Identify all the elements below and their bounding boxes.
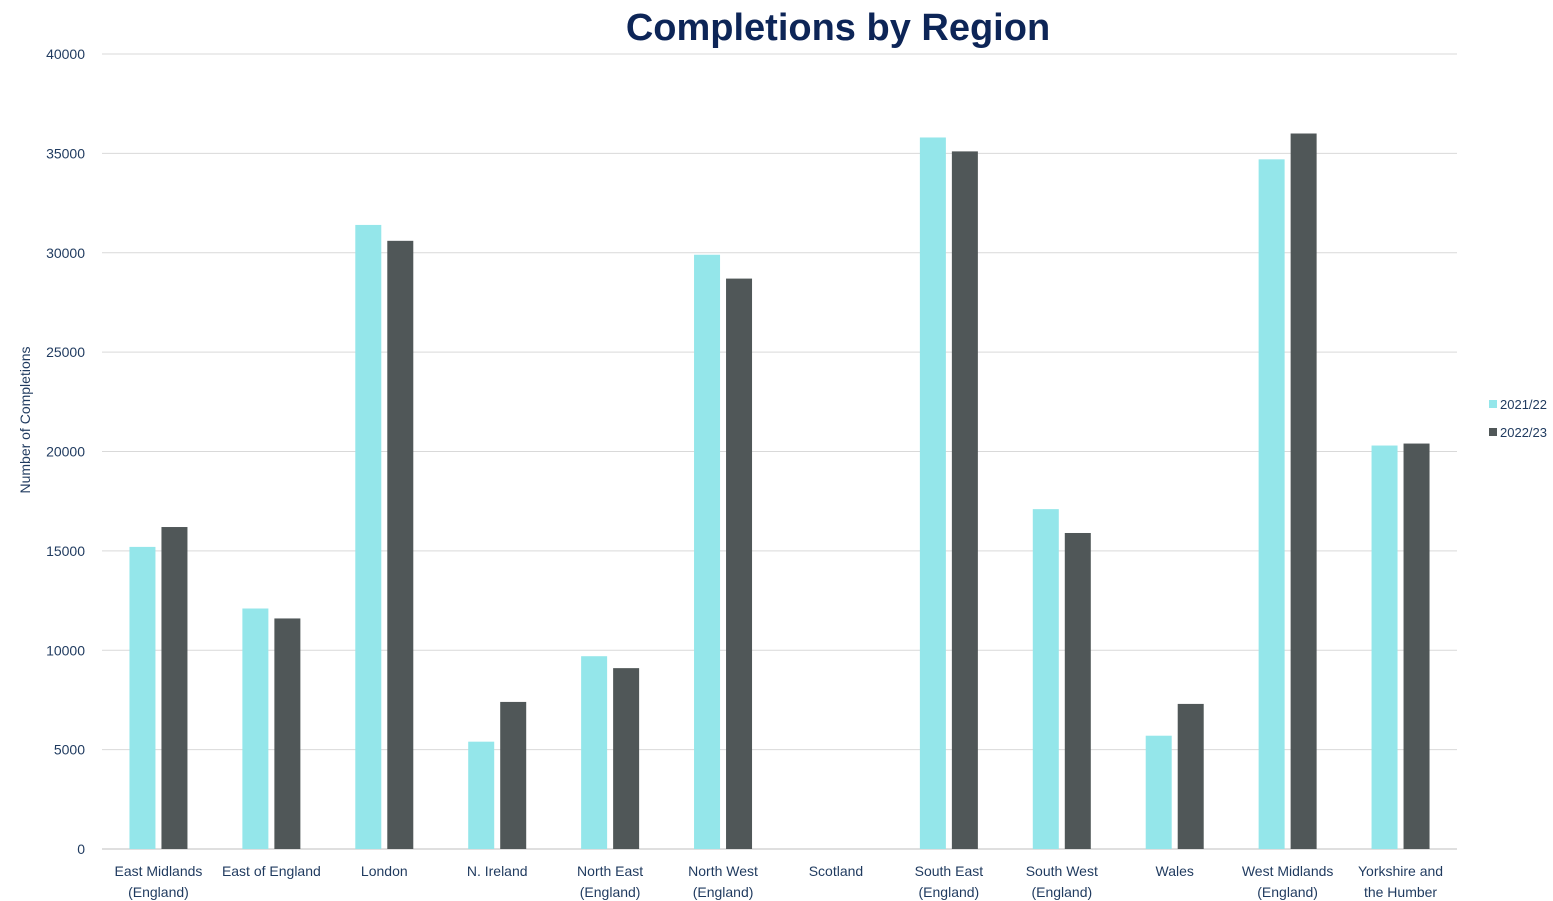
- bar-2022-23: [1290, 133, 1317, 849]
- category-label: Yorkshire and: [1358, 863, 1443, 879]
- y-axis-ticks: 0 5000 10000 15000 20000 25000 30000 35000 40000: [46, 46, 85, 857]
- category-label: N. Ireland: [467, 863, 528, 879]
- y-axis-label: Number of Completions: [17, 346, 33, 493]
- category-label: South West: [1026, 863, 1098, 879]
- bar-2022-23: [1403, 443, 1430, 849]
- bar-2022-23: [951, 151, 978, 849]
- category-label: North East: [577, 863, 643, 879]
- bar-2021-22: [242, 608, 269, 849]
- category-label: South East: [915, 863, 984, 879]
- category-label: East Midlands: [114, 863, 202, 879]
- bars: [129, 133, 1430, 850]
- bar-2021-22: [1145, 735, 1172, 849]
- y-tick-label: 25000: [46, 344, 85, 360]
- legend-label: 2022/23: [1500, 425, 1547, 440]
- chart-title: Completions by Region: [626, 7, 1050, 49]
- y-tick-label: 35000: [46, 145, 85, 161]
- category-label: (England): [580, 884, 641, 900]
- bar-2021-22: [1371, 445, 1398, 849]
- y-tick-label: 30000: [46, 245, 85, 261]
- bar-2021-22: [1258, 159, 1285, 849]
- bar-2022-23: [1177, 703, 1204, 849]
- bar-2022-23: [613, 668, 640, 849]
- bar-2021-22: [694, 254, 721, 850]
- x-axis-labels: East Midlands (England) East of England Lon…: [114, 863, 1443, 900]
- bar-2021-22: [919, 137, 946, 850]
- category-label: London: [361, 863, 408, 879]
- legend-swatch: [1489, 400, 1497, 408]
- category-label: (England): [128, 884, 189, 900]
- bar-2021-22: [468, 741, 495, 849]
- bar-2021-22: [1032, 509, 1059, 849]
- bar-2021-22: [355, 224, 382, 850]
- category-label: North West: [688, 863, 758, 879]
- gridlines: [102, 53, 1457, 850]
- y-tick-label: 15000: [46, 543, 85, 559]
- category-label: East of England: [222, 863, 321, 879]
- bar-2022-23: [500, 701, 527, 849]
- legend: 2021/22 2022/23: [1489, 397, 1547, 440]
- category-label: (England): [693, 884, 754, 900]
- category-label: Scotland: [809, 863, 863, 879]
- bar-2022-23: [387, 240, 414, 849]
- category-label: the Humber: [1364, 884, 1437, 900]
- bar-2022-23: [726, 278, 753, 849]
- y-tick-label: 10000: [46, 642, 85, 658]
- y-tick-label: 20000: [46, 444, 85, 460]
- y-tick-label: 40000: [46, 46, 85, 62]
- y-tick-label: 5000: [54, 742, 85, 758]
- legend-label: 2021/22: [1500, 397, 1547, 412]
- bar-2022-23: [161, 527, 188, 849]
- category-label: (England): [1031, 884, 1092, 900]
- category-label: (England): [919, 884, 980, 900]
- y-tick-label: 0: [77, 841, 85, 857]
- category-label: West Midlands: [1242, 863, 1334, 879]
- bar-2022-23: [1064, 532, 1091, 849]
- category-label: Wales: [1156, 863, 1194, 879]
- category-label: (England): [1257, 884, 1318, 900]
- bar-2021-22: [129, 546, 156, 849]
- legend-swatch: [1489, 428, 1497, 436]
- bar-2021-22: [581, 656, 608, 849]
- bar-2022-23: [274, 618, 301, 849]
